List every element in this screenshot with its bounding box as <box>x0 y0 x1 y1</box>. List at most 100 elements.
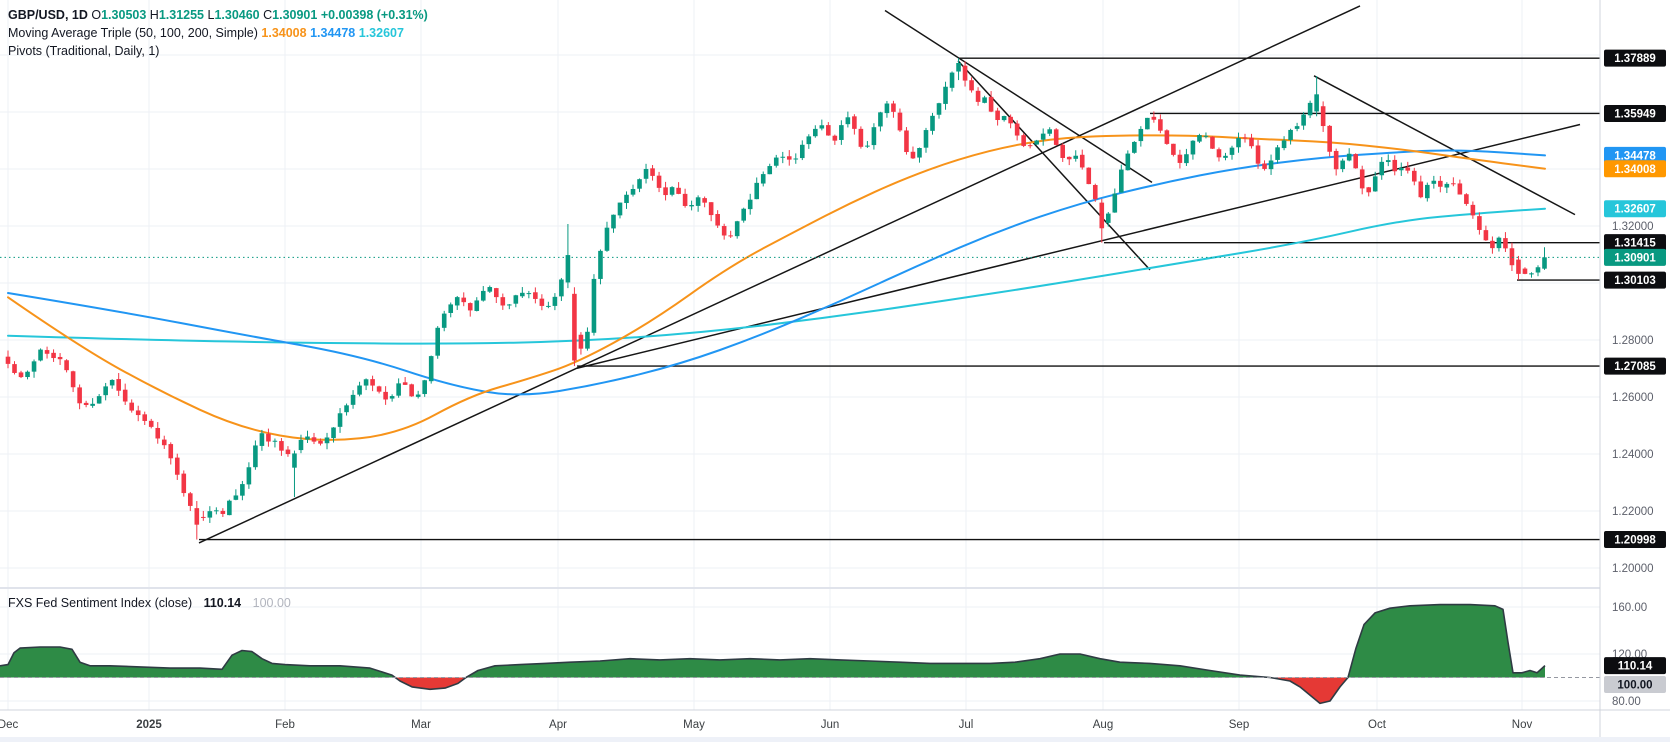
sentiment-legend-row[interactable]: FXS Fed Sentiment Index (close) 110.14 1… <box>8 596 291 610</box>
moving-average-line-200[interactable] <box>7 207 1546 345</box>
candle-body <box>617 202 623 216</box>
candle-body <box>129 402 135 411</box>
time-axis-label[interactable]: Apr <box>549 719 567 731</box>
candle-body <box>656 175 662 188</box>
candle-body <box>513 295 519 304</box>
time-axis-label[interactable]: Sep <box>1229 719 1249 731</box>
moving-average-line-50[interactable] <box>7 134 1546 441</box>
sentiment-value-badge[interactable]: 110.14 <box>1604 657 1666 675</box>
candle-body <box>904 130 909 153</box>
candle-body <box>363 379 369 386</box>
price-badge[interactable]: 1.30901 <box>1604 248 1666 266</box>
ohlc-value: 1.30901 <box>272 8 321 22</box>
sentiment-tick-label: 80.00 <box>1612 696 1641 708</box>
price-badge[interactable]: 1.35949 <box>1604 104 1666 122</box>
pivots-legend-row[interactable]: Pivots (Traditional, Daily, 1) <box>8 42 428 60</box>
time-axis-label[interactable]: Feb <box>275 719 295 731</box>
price-badge[interactable]: 1.27085 <box>1604 357 1666 375</box>
candle-body <box>409 384 414 397</box>
candle-body <box>988 96 994 112</box>
candle-body <box>813 128 818 137</box>
candle-body <box>1327 125 1332 152</box>
main-legend[interactable]: GBP/USD, 1D O1.30503 H1.31255 L1.30460 C… <box>8 6 428 60</box>
candle-body <box>760 174 766 184</box>
candle-body <box>435 327 440 356</box>
candle-body <box>1288 129 1293 140</box>
time-axis-label[interactable]: Jun <box>821 719 840 731</box>
candle-body <box>1477 216 1482 230</box>
trendline[interactable] <box>884 9 1153 184</box>
candle-body <box>604 227 610 251</box>
candlesticks[interactable] <box>5 58 1547 540</box>
candle-body <box>1470 204 1476 216</box>
sentiment-baseline-badge[interactable]: 100.00 <box>1604 676 1666 693</box>
candle-body <box>266 433 271 442</box>
candle-body <box>448 304 454 313</box>
candle-body <box>1145 117 1150 130</box>
candle-body <box>1307 102 1313 116</box>
candle-body <box>174 457 180 475</box>
moving-average-line-100[interactable] <box>7 149 1546 396</box>
price-tick-label: 1.26000 <box>1612 392 1654 404</box>
candle-body <box>272 440 278 442</box>
price-badge[interactable]: 1.34478 <box>1604 146 1666 164</box>
price-badge[interactable]: 1.34008 <box>1604 160 1666 178</box>
sentiment-tick-label: 160.00 <box>1612 602 1647 614</box>
candle-body <box>1092 185 1098 200</box>
candle-body <box>109 379 115 386</box>
ohlc-key: H <box>149 8 159 22</box>
price-badge[interactable]: 1.31415 <box>1604 234 1666 252</box>
candle-body <box>389 396 395 399</box>
candle-body <box>591 278 597 333</box>
time-axis-label[interactable]: May <box>683 719 705 731</box>
candle-body <box>142 414 148 421</box>
candle-body <box>721 226 727 236</box>
trendline[interactable] <box>198 5 1361 544</box>
candle-body <box>187 493 193 506</box>
price-badge[interactable]: 1.20998 <box>1604 531 1666 549</box>
price-badge[interactable]: 1.30103 <box>1604 271 1666 289</box>
candle-body <box>1301 114 1306 126</box>
candle-body <box>240 484 245 496</box>
price-badge[interactable]: 1.32607 <box>1604 200 1666 218</box>
time-axis-label[interactable]: Aug <box>1093 719 1113 731</box>
ma-legend-row[interactable]: Moving Average Triple (50, 100, 200, Sim… <box>8 24 428 42</box>
price-badge[interactable]: 1.37889 <box>1604 49 1666 67</box>
candle-body <box>1086 167 1092 185</box>
trendline[interactable] <box>1313 75 1576 216</box>
sentiment-line[interactable] <box>0 603 1546 705</box>
time-axis-label[interactable]: Oct <box>1368 719 1387 731</box>
candle-body <box>1294 126 1300 129</box>
candle-body <box>77 387 82 404</box>
candle-body <box>83 402 89 406</box>
time-axis-label[interactable]: Nov <box>1512 719 1533 731</box>
candle-body <box>826 125 831 136</box>
time-axis-label[interactable]: Mar <box>411 719 431 731</box>
candle-body <box>949 72 955 88</box>
sentiment-title: FXS Fed Sentiment Index (close) <box>8 596 193 610</box>
candle-body <box>5 356 11 364</box>
candle-body <box>975 90 981 102</box>
candle-body <box>311 437 317 442</box>
time-axis-label[interactable]: Jul <box>959 719 974 731</box>
candle-body <box>1398 168 1404 171</box>
price-badge-text: 1.34478 <box>1614 150 1656 162</box>
time-axis-label[interactable]: 2025 <box>136 719 162 731</box>
symbol-legend-row[interactable]: GBP/USD, 1D O1.30503 H1.31255 L1.30460 C… <box>8 6 428 24</box>
candle-body <box>754 182 760 200</box>
candle-body <box>1021 135 1026 146</box>
candle-body <box>1203 135 1209 137</box>
candle-body <box>480 290 486 301</box>
candle-body <box>845 117 851 125</box>
candle-body <box>552 296 558 306</box>
candle-body <box>1216 149 1222 158</box>
candle-body <box>461 297 467 303</box>
candle-body <box>1132 141 1137 153</box>
time-axis-label[interactable]: Dec <box>0 719 18 731</box>
trendline[interactable] <box>957 60 1151 271</box>
candle-body <box>220 510 226 514</box>
candle-body <box>1320 106 1326 127</box>
candle-body <box>38 349 43 361</box>
